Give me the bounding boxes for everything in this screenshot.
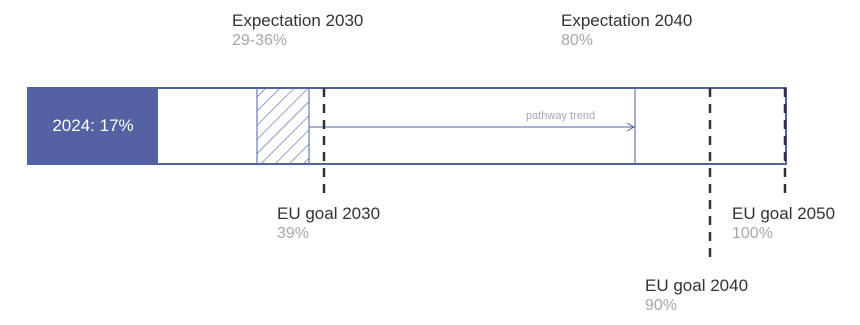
- expectation-2030-label: Expectation 2030 29-36%: [232, 12, 363, 49]
- eu-goal-2050-percent: 100%: [732, 225, 773, 242]
- pathway-trend-label: pathway trend: [526, 110, 596, 122]
- pathway-trend-arrowhead: [626, 122, 636, 132]
- eu-goal-2030-label: EU goal 2030 39%: [277, 205, 380, 242]
- eu-goal-2040-title: EU goal 2040: [645, 276, 749, 295]
- eu-goal-2030-title: EU goal 2030: [277, 204, 381, 223]
- eu-goal-2040-percent: 90%: [645, 297, 678, 314]
- current-2024-label: 2024: 17%: [52, 116, 134, 135]
- expectation-2040-title: Expectation 2040: [561, 11, 693, 30]
- expectation-2030-range: [257, 89, 309, 163]
- expectation-2030-title: Expectation 2030: [232, 11, 364, 30]
- current-2024-fill: [28, 88, 158, 164]
- expectation-2040-label: Expectation 2040 80%: [561, 12, 692, 49]
- expectation-2040-percent: 80%: [561, 32, 594, 49]
- eu-goal-2050-label: EU goal 2050 100%: [732, 205, 835, 242]
- eu-goal-2040-label: EU goal 2040 90%: [645, 277, 748, 314]
- expectation-2030-percent: 29-36%: [232, 32, 288, 49]
- eu-goal-2050-title: EU goal 2050: [732, 204, 836, 223]
- eu-goal-2030-percent: 39%: [277, 225, 310, 242]
